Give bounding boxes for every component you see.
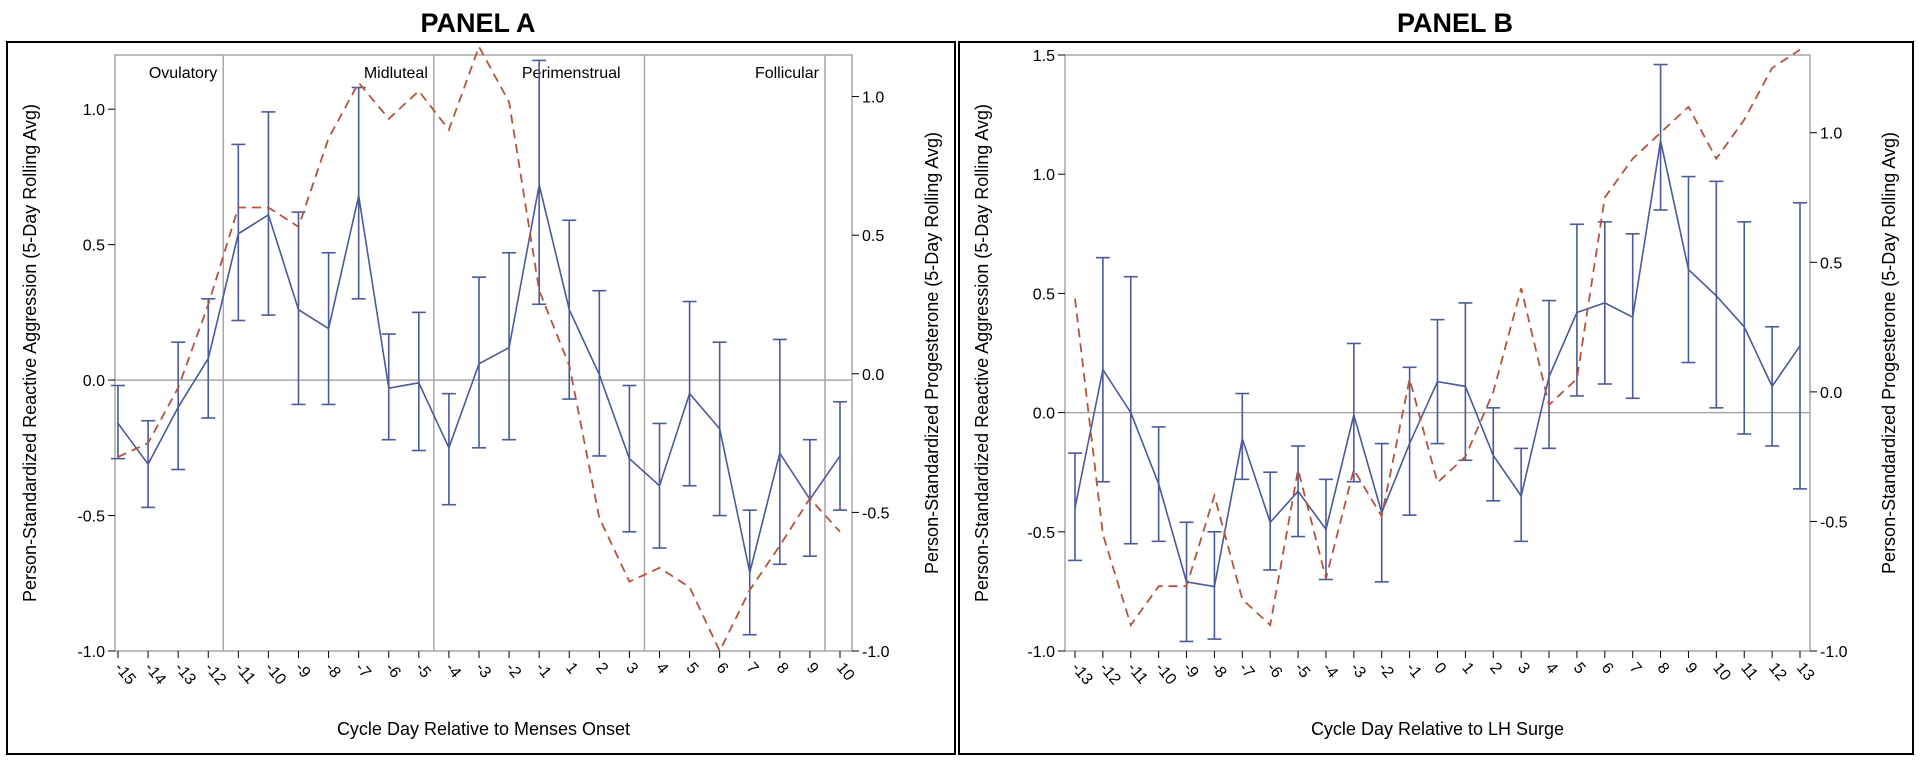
panel-b-chart: 1.51.00.50.0-0.5-1.01.00.50.0-0.5-1.0-13… [972, 48, 1899, 739]
panel-b-x-tick-label: -1 [1403, 660, 1425, 682]
panel-b-y-right-tick-label: 1.0 [1820, 126, 1842, 143]
panel-b-x-tick-label: -5 [1291, 660, 1313, 682]
panel-b-x-tick-label: 4 [1542, 660, 1561, 678]
panel-b-y-right-tick-label: -1.0 [1820, 644, 1848, 661]
panel-b-x-tick-label: -8 [1207, 660, 1229, 682]
panel-a-x-tick-label: 5 [683, 660, 702, 678]
panel-a-x-tick-label: 9 [803, 660, 822, 678]
panel-b-y-tick-label: 1.5 [1033, 48, 1055, 65]
panel-b-x-tick-label: 6 [1598, 660, 1617, 678]
panel-a-x-tick-label: -8 [322, 660, 344, 682]
panel-a-phase-label: Ovulatory [149, 65, 217, 82]
panel-b-y-right-tick-label: 0.0 [1820, 385, 1842, 402]
panel-b-progesterone-line [1074, 49, 1801, 628]
panel-b-x-tick-label: 7 [1626, 660, 1645, 678]
panel-b-border [958, 41, 1914, 755]
panel-a-x-tick-label: -4 [442, 660, 464, 682]
panel-b-x-tick-label: 0 [1430, 660, 1449, 678]
panel-a-y-right-tick-label: 0.0 [862, 367, 884, 384]
panel-a-y-right-tick-label: -1.0 [862, 644, 890, 661]
panel-b-y-tick-label: 0.5 [1033, 286, 1055, 303]
panel-b-x-tick-label: 8 [1654, 660, 1673, 678]
panel-b-x-tick-label: 11 [1737, 660, 1761, 684]
panel-a-y-tick-label: 1.0 [83, 102, 105, 119]
panel-a-y-tick-label: 0.0 [83, 373, 105, 390]
panel-a-x-tick-label: 7 [743, 660, 762, 678]
panel-a-x-tick-label: 8 [773, 660, 792, 678]
panel-a-x-tick-label: 1 [562, 660, 581, 678]
panel-b-x-tick-label: 10 [1709, 660, 1734, 685]
panel-a-border [6, 41, 956, 755]
panel-a-y-right-tick-label: -0.5 [862, 505, 890, 522]
panel-a-x-tick-label: -10 [261, 660, 289, 689]
panel-b-y-axis-label: Person-Standardized Reactive Aggression … [972, 104, 992, 602]
panel-a-x-tick-label: -15 [111, 660, 139, 689]
panel-b-x-tick-label: -7 [1235, 660, 1257, 682]
panel-b-y-tick-label: 0.0 [1033, 406, 1055, 423]
panel-a-x-tick-label: -11 [231, 660, 258, 688]
panel-a-y-tick-label: 0.5 [83, 238, 105, 255]
panel-a-title: PANEL A [420, 8, 535, 38]
panel-b-x-tick-label: -11 [1124, 660, 1151, 688]
panel-a-y-axis-label: Person-Standardized Reactive Aggression … [20, 104, 40, 602]
panel-a-x-tick-label: -5 [412, 660, 434, 682]
panel-a-x-tick-label: -7 [352, 660, 374, 682]
panel-a-y-right-tick-label: 1.0 [862, 90, 884, 107]
panel-b-y-right-tick-label: -0.5 [1820, 514, 1848, 531]
panel-b-x-tick-label: 12 [1765, 660, 1790, 685]
panel-a-x-tick-label: -1 [532, 660, 554, 682]
panel-b-x-tick-label: 9 [1681, 660, 1700, 678]
panel-a-x-tick-label: -9 [291, 660, 313, 682]
panel-b-x-tick-label: 2 [1486, 660, 1505, 678]
panel-a-y-right-axis-label: Person-Standardized Progesterone (5-Day … [922, 132, 942, 574]
panel-a-y-right-tick-label: 0.5 [862, 228, 884, 245]
panel-a-x-tick-label: -14 [141, 660, 169, 689]
panel-b-y-right-axis-label: Person-Standardized Progesterone (5-Day … [1879, 132, 1899, 574]
panel-a-x-tick-label: 2 [592, 660, 611, 678]
panel-b-x-tick-label: -4 [1319, 660, 1341, 682]
panel-b-x-tick-label: -3 [1347, 660, 1369, 682]
panel-a-x-tick-label: -6 [382, 660, 404, 682]
panel-b-x-tick-label: 13 [1793, 660, 1818, 685]
panel-a-chart: Ovulatory Midluteal Perimenstrual Follicula… [20, 44, 942, 739]
panel-b-y-tick-label: -0.5 [1027, 525, 1055, 542]
panel-a-x-tick-label: 6 [713, 660, 732, 678]
panel-a-x-tick-label: 3 [622, 660, 641, 678]
panel-a-y-tick-label: -0.5 [77, 509, 105, 526]
panel-b-y-tick-label: 1.0 [1033, 167, 1055, 184]
panel-a-plot-frame [114, 54, 853, 652]
panel-a-x-tick-label: 10 [833, 660, 858, 685]
panel-a-phase-label: Follicular [755, 65, 820, 82]
panel-a-phase-label: Midluteal [364, 65, 428, 82]
panel-b-x-tick-label: -12 [1096, 660, 1124, 689]
panel-a-x-tick-label: 4 [652, 660, 671, 678]
panel-a-x-tick-label: -3 [472, 660, 494, 682]
panel-b-y-tick-label: -1.0 [1027, 644, 1055, 661]
panel-a-x-tick-label: -2 [502, 660, 524, 682]
panel-b-x-tick-label: -9 [1179, 660, 1201, 682]
panel-b-x-tick-label: -2 [1375, 660, 1397, 682]
panel-b-x-tick-label: 1 [1458, 660, 1477, 678]
panel-a-x-tick-label: -12 [201, 660, 229, 689]
panel-a-x-tick-label: -13 [171, 660, 199, 689]
panel-a-x-axis-label: Cycle Day Relative to Menses Onset [337, 719, 630, 739]
panel-b-x-tick-label: -10 [1152, 660, 1180, 689]
panel-a-progesterone-line [117, 44, 841, 654]
panel-a-y-tick-label: -1.0 [77, 644, 105, 661]
panel-b-title: PANEL B [1397, 8, 1513, 38]
panel-b-x-tick-label: -6 [1263, 660, 1285, 682]
panel-b-x-tick-label: -13 [1068, 660, 1096, 689]
panel-a-phase-label: Perimenstrual [522, 65, 621, 82]
panel-b-x-tick-label: 5 [1570, 660, 1589, 678]
panel-b-y-right-tick-label: 0.5 [1820, 255, 1842, 272]
panel-b-x-axis-label: Cycle Day Relative to LH Surge [1311, 719, 1564, 739]
panel-b-x-tick-label: 3 [1514, 660, 1533, 678]
